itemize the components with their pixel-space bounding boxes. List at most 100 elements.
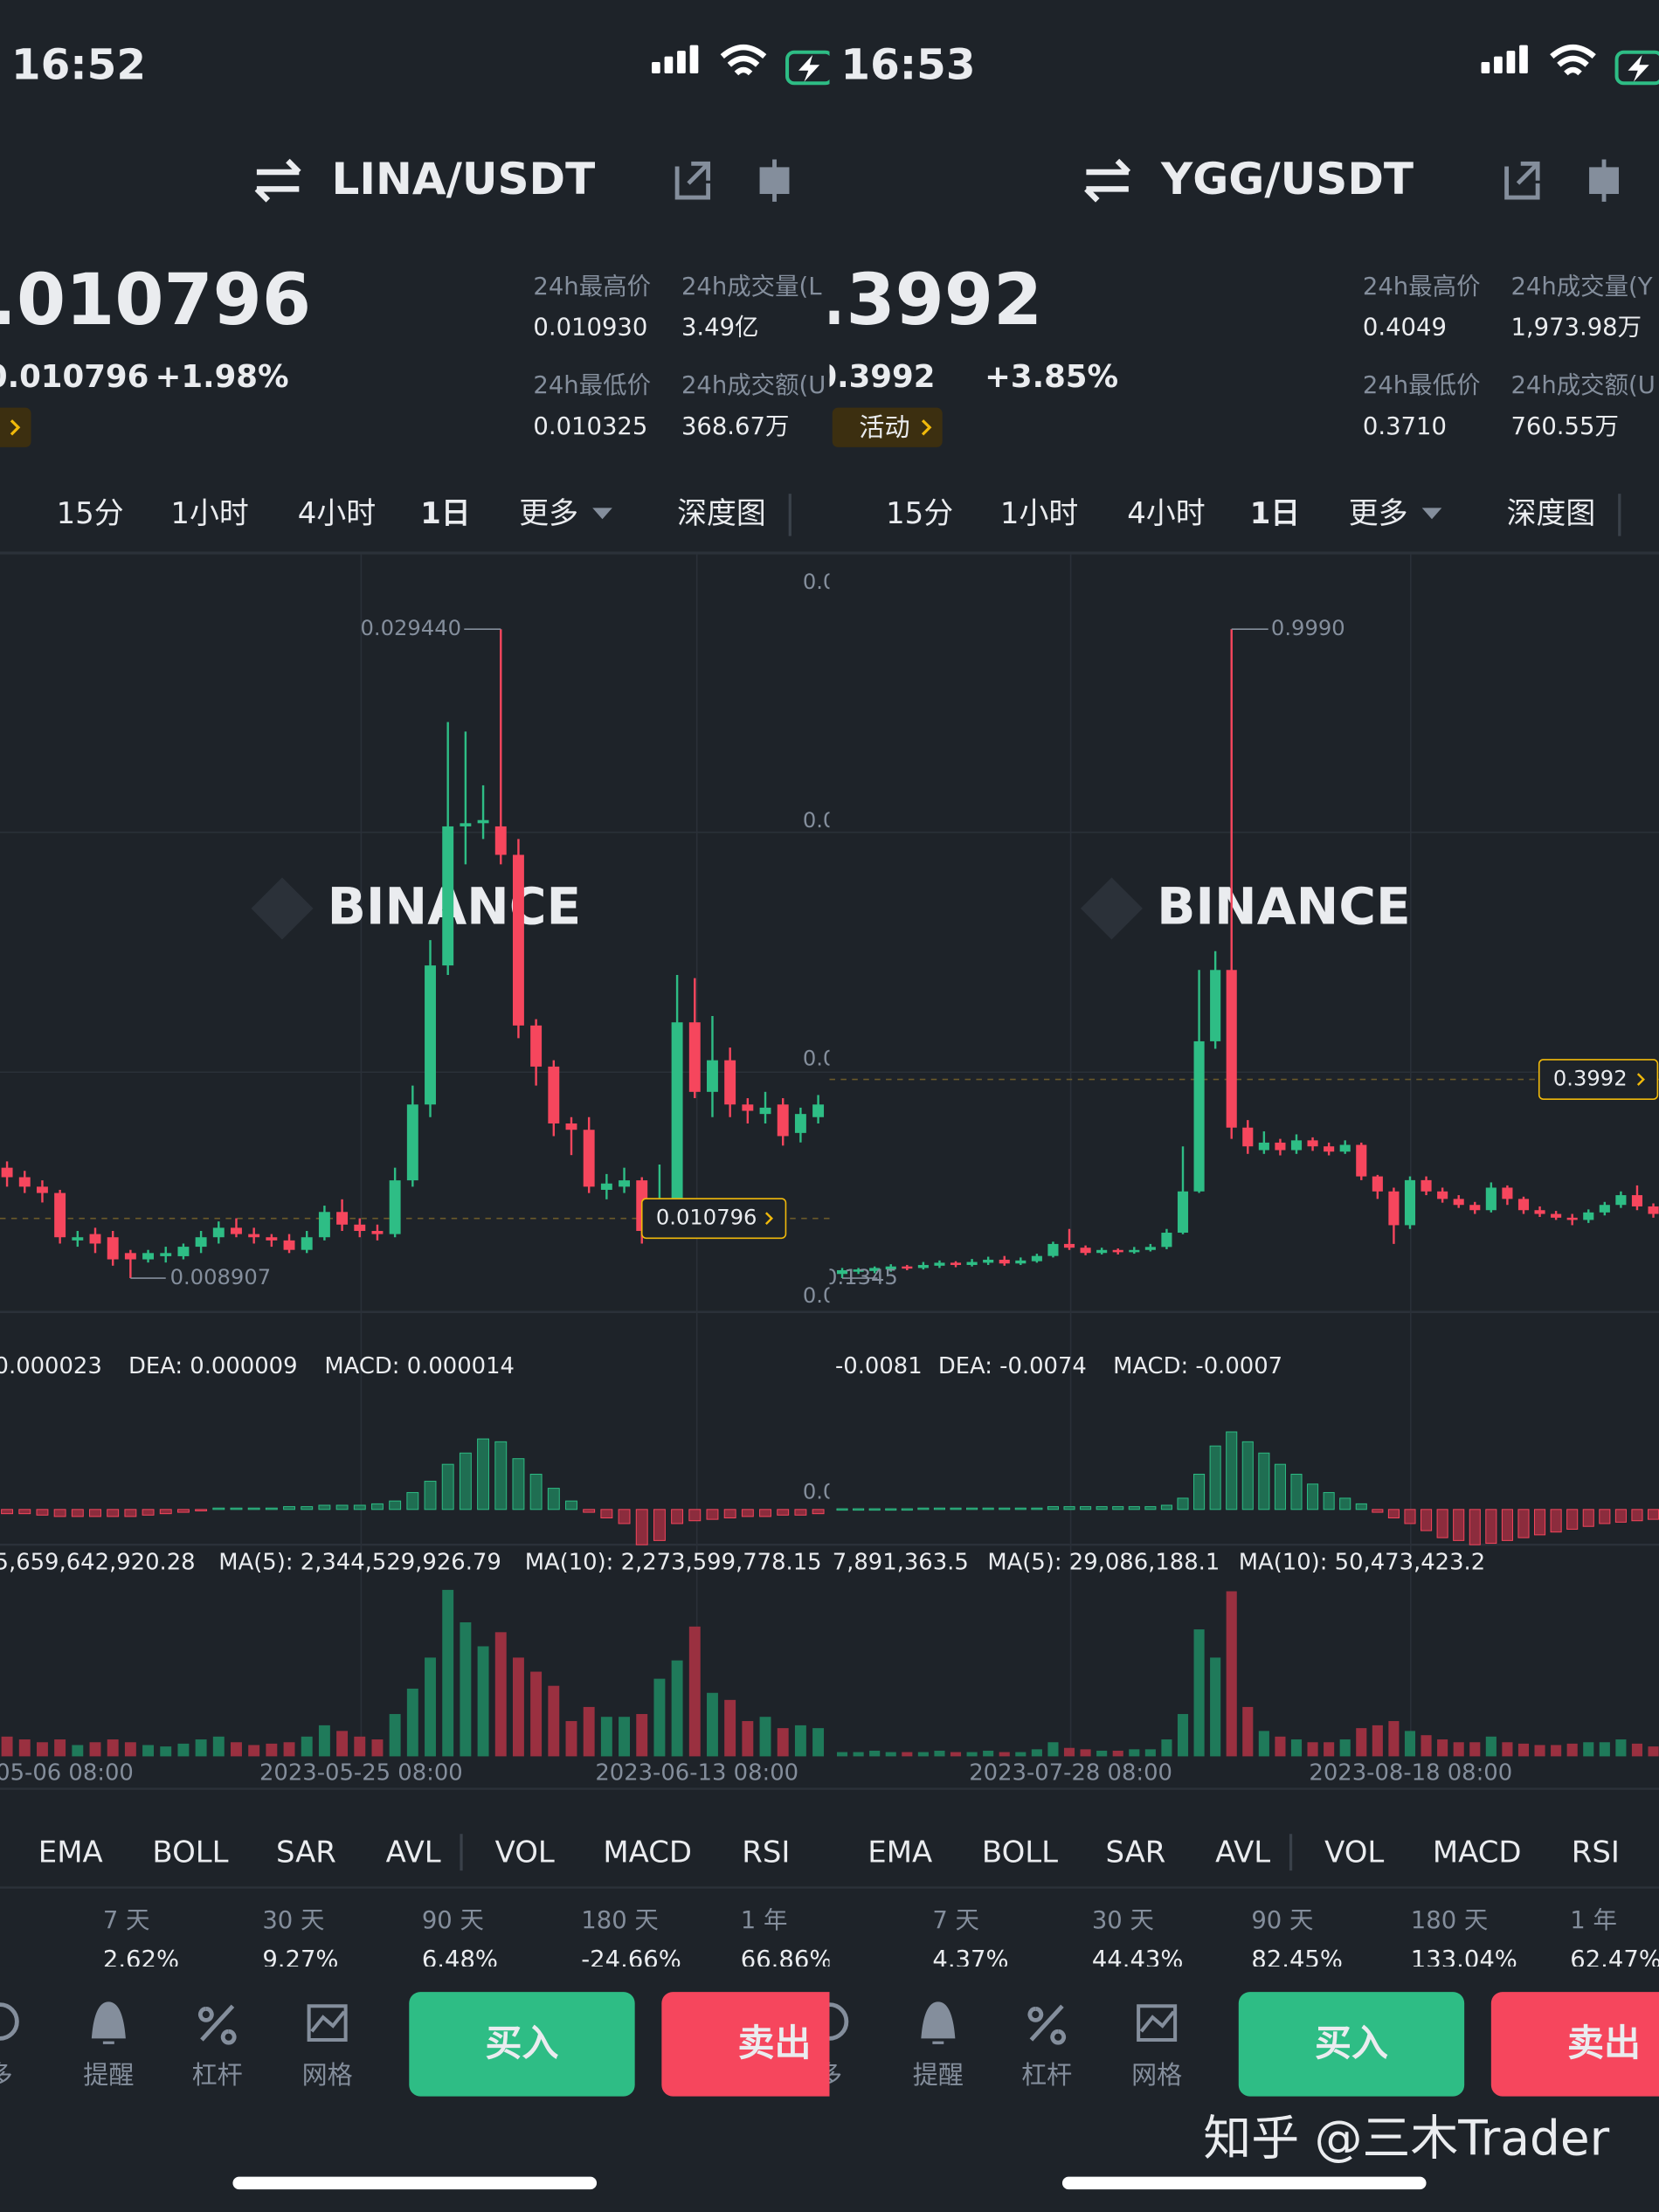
volume-bar bbox=[142, 1745, 155, 1757]
macd-bar bbox=[885, 1508, 897, 1511]
candle-body bbox=[1372, 1176, 1383, 1192]
sell-label[interactable]: 卖出 bbox=[1567, 2022, 1641, 2064]
interval-tab[interactable]: 15分 bbox=[57, 496, 124, 530]
nav-label[interactable]: 多 bbox=[0, 2060, 13, 2090]
macd-bar bbox=[1226, 1431, 1238, 1510]
interval-tab[interactable]: 4小时 bbox=[1127, 496, 1205, 530]
macd-bar bbox=[176, 1509, 190, 1513]
macd-bar bbox=[494, 1441, 508, 1510]
sell-button[interactable] bbox=[1490, 1992, 1659, 2097]
volume-ma10: MA(10): 2,273,599,778.15 bbox=[525, 1550, 822, 1576]
nav-label[interactable]: 杠杆 bbox=[192, 2060, 243, 2090]
candle-body bbox=[248, 1234, 260, 1238]
macd-bar bbox=[1241, 1441, 1254, 1510]
volume-bar bbox=[671, 1660, 683, 1757]
last-price-tag[interactable] bbox=[640, 1198, 787, 1240]
badge-box[interactable] bbox=[832, 407, 943, 447]
indicator-tab[interactable]: SAR bbox=[276, 1835, 336, 1869]
indicator-tab[interactable]: MACD bbox=[603, 1835, 692, 1869]
nav-label[interactable]: 提醒 bbox=[913, 2060, 964, 2090]
volume-bar bbox=[583, 1706, 595, 1757]
buy-label[interactable]: 买入 bbox=[485, 2022, 558, 2064]
macd-bar bbox=[1404, 1509, 1416, 1524]
volume-bar bbox=[1226, 1591, 1237, 1757]
macd-bar bbox=[600, 1509, 613, 1519]
volume-bar bbox=[548, 1685, 560, 1757]
candle-body bbox=[1, 1167, 13, 1178]
candle-body bbox=[1453, 1199, 1464, 1206]
macd-bar bbox=[741, 1509, 754, 1517]
indicator-tab[interactable]: VOL bbox=[495, 1835, 555, 1869]
performance-label: 180 天 bbox=[1411, 1907, 1489, 1934]
interval-tab[interactable]: 深度图 bbox=[1507, 496, 1596, 530]
indicator-tab[interactable]: AVL bbox=[1215, 1835, 1270, 1869]
buy-button[interactable] bbox=[409, 1992, 635, 2097]
badge-chevron bbox=[10, 419, 21, 436]
indicator-tab[interactable]: RSI bbox=[742, 1835, 790, 1869]
indicator-tab[interactable]: EMA bbox=[38, 1835, 103, 1869]
buy-label[interactable]: 买入 bbox=[1315, 2022, 1388, 2064]
indicator-tab[interactable]: BOLL bbox=[152, 1835, 228, 1869]
buy-button[interactable] bbox=[1238, 1992, 1465, 2097]
nav-label[interactable]: 网格 bbox=[302, 2060, 353, 2090]
macd-bar bbox=[89, 1509, 101, 1517]
candle-body bbox=[583, 1130, 595, 1187]
share-icon[interactable] bbox=[674, 161, 711, 200]
volume-bar bbox=[1193, 1629, 1205, 1757]
interval-tab[interactable]: 1日 bbox=[420, 496, 471, 530]
macd-bar bbox=[1550, 1509, 1562, 1533]
macd-bar bbox=[1128, 1506, 1140, 1510]
signal-bar bbox=[664, 56, 674, 73]
interval-tab[interactable]: 更多 bbox=[1349, 496, 1408, 530]
leverage-icon bbox=[197, 2004, 237, 2045]
macd-bar bbox=[1631, 1509, 1643, 1522]
nav-label[interactable]: 提醒 bbox=[83, 2060, 134, 2090]
volume-ma5: MA(5): 29,086,188.1 bbox=[987, 1550, 1220, 1576]
stat-value: 368.67万 bbox=[681, 413, 789, 440]
volume-bar bbox=[885, 1752, 896, 1757]
volume-ma5: MA(5): 2,344,529,926.79 bbox=[218, 1550, 501, 1576]
volume-bar bbox=[18, 1739, 31, 1757]
interval-tab[interactable]: 深度图 bbox=[677, 496, 766, 530]
indicator-tab[interactable]: EMA bbox=[868, 1835, 932, 1869]
macd-bar bbox=[318, 1504, 331, 1510]
battery-bolt bbox=[1628, 54, 1649, 82]
share-icon[interactable] bbox=[1504, 161, 1540, 200]
volume-bar bbox=[1161, 1739, 1172, 1757]
interval-tab[interactable]: 更多 bbox=[519, 496, 578, 530]
performance-label: 7 天 bbox=[932, 1907, 979, 1934]
nav-label[interactable]: 多 bbox=[817, 2060, 843, 2090]
macd-bar bbox=[653, 1509, 666, 1541]
interval-tab[interactable]: 1小时 bbox=[170, 496, 248, 530]
macd-bar bbox=[335, 1504, 349, 1510]
chart-icon[interactable] bbox=[1589, 159, 1619, 202]
performance-label: 90 天 bbox=[422, 1907, 484, 1934]
interval-tab[interactable]: 15分 bbox=[886, 496, 953, 530]
grid-icon bbox=[1137, 2004, 1178, 2043]
badge-box[interactable] bbox=[0, 407, 31, 447]
indicator-tab[interactable]: SAR bbox=[1105, 1835, 1165, 1869]
last-price-tag[interactable] bbox=[1538, 1059, 1659, 1100]
candle-body bbox=[565, 1123, 577, 1130]
indicator-tab[interactable]: VOL bbox=[1324, 1835, 1384, 1869]
nav-label[interactable]: 杠杆 bbox=[1021, 2060, 1072, 2090]
macd-bar bbox=[1614, 1509, 1627, 1523]
sell-button[interactable] bbox=[661, 1992, 887, 2097]
interval-tab[interactable]: 1日 bbox=[1250, 496, 1301, 530]
volume-bar bbox=[266, 1743, 278, 1757]
nav-label[interactable]: 网格 bbox=[1131, 2060, 1182, 2090]
sell-label[interactable]: 卖出 bbox=[738, 2022, 812, 2064]
candle-body bbox=[600, 1183, 612, 1190]
macd-bar bbox=[982, 1507, 994, 1510]
grid-icon bbox=[307, 2004, 348, 2043]
indicator-tab[interactable]: MACD bbox=[1433, 1835, 1522, 1869]
macd-bar bbox=[1014, 1507, 1027, 1510]
indicator-tab[interactable]: RSI bbox=[1572, 1835, 1620, 1869]
indicator-tab[interactable]: AVL bbox=[386, 1835, 441, 1869]
interval-tab[interactable]: 1小时 bbox=[1000, 496, 1078, 530]
candle-body bbox=[283, 1240, 295, 1250]
chart-icon[interactable] bbox=[759, 159, 790, 202]
indicator-tab[interactable]: BOLL bbox=[982, 1835, 1058, 1869]
interval-tab[interactable]: 4小时 bbox=[298, 496, 376, 530]
tag-chevron bbox=[764, 1212, 774, 1225]
